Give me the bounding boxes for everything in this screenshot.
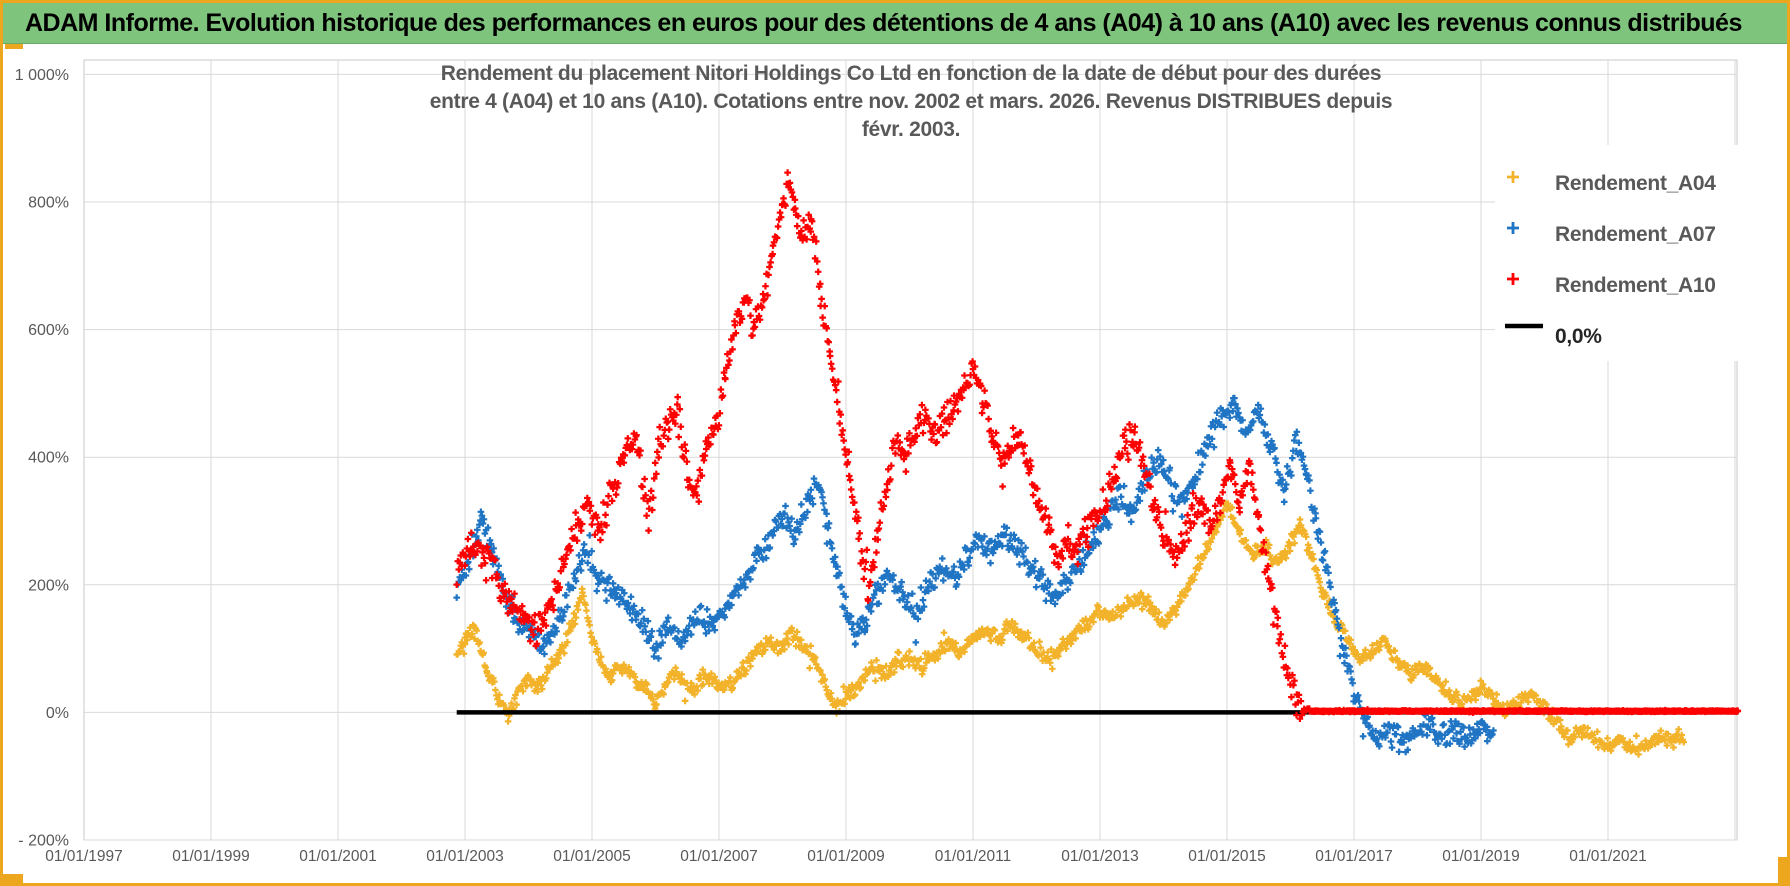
y-tick-label: 200% [28, 577, 69, 594]
x-tick-label: 01/01/2021 [1569, 848, 1647, 865]
y-tick-label: - 200% [18, 833, 69, 850]
plot-area-border [83, 59, 1738, 841]
x-tick-label: 01/01/2011 [935, 848, 1011, 865]
header-title: ADAM Informe. Evolution historique des p… [25, 8, 1742, 37]
x-tick-label: 01/01/1999 [172, 848, 250, 865]
x-tick-label: 01/01/2007 [680, 848, 758, 865]
legend-item-rendement-a07: Rendement_A07 [1505, 220, 1716, 250]
y-tick-label: 600% [28, 322, 69, 339]
x-tick-label: 01/01/2017 [1315, 848, 1393, 865]
x-tick-label: 01/01/2001 [299, 848, 377, 865]
gold-accent-dash [5, 44, 23, 49]
x-tick-label: 01/01/2003 [426, 848, 504, 865]
legend-label: Rendement_A07 [1555, 223, 1716, 246]
y-tick-label: 800% [28, 195, 69, 212]
legend-label: 0,0% [1555, 325, 1602, 348]
chart-title-line2: entre 4 (A04) et 10 ans (A10). Cotations… [429, 90, 1393, 141]
chart-title: Rendement du placement Nitori Holdings C… [411, 60, 1411, 144]
legend-item-rendement-a10: Rendement_A10 [1505, 271, 1716, 301]
legend-label: Rendement_A04 [1555, 172, 1716, 195]
x-tick-label: 01/01/2019 [1442, 848, 1520, 865]
scatter-plot: 1 000% 800% 600% 400% 200% 0% - 200%01/01/1997… [15, 59, 1742, 865]
x-tick-label: 01/01/2009 [807, 848, 885, 865]
legend-item-0-0-: 0,0% [1505, 322, 1602, 352]
legend: Rendement_A04 Rendement_A07 Rendement_A10 0… [1495, 145, 1763, 361]
chart-title-line1: Rendement du placement Nitori Holdings C… [440, 62, 1382, 85]
x-tick-label: 01/01/2013 [1061, 848, 1139, 865]
x-tick-label: 01/01/2005 [553, 848, 631, 865]
series-rendement_a07-points [453, 394, 1497, 756]
y-axis-labels: 1 000% 800% 600% 400% 200% 0% - 200% [15, 67, 69, 850]
y-tick-label: 400% [28, 450, 69, 467]
legend-item-rendement-a04: Rendement_A04 [1505, 169, 1716, 199]
series-rendement_a04-points [453, 499, 1687, 758]
header-banner: ADAM Informe. Evolution historique des p… [3, 3, 1787, 44]
legend-label: Rendement_A10 [1555, 274, 1716, 297]
y-tick-label: 1 000% [15, 67, 69, 84]
x-tick-label: 01/01/2015 [1188, 848, 1266, 865]
gold-corner-bottom-left [3, 874, 23, 883]
x-tick-label: 01/01/1997 [45, 848, 123, 865]
x-axis-labels: 01/01/1997 01/01/1999 01/01/2001 01/01/2003… [45, 848, 1647, 865]
series-rendement_a10-points [453, 169, 1742, 722]
y-tick-label: 0% [46, 705, 69, 722]
gridlines [84, 60, 1737, 841]
gold-corner-bottom-right [1778, 857, 1787, 883]
